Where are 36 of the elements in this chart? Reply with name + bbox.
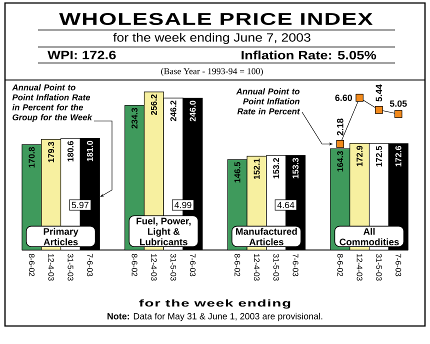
- data-label: 146.5: [234, 162, 240, 182]
- data-label: 2.18: [336, 118, 344, 136]
- annotation: 4.99: [174, 202, 192, 208]
- data-label: 5.05: [390, 100, 407, 107]
- data-label: 164.3: [337, 151, 344, 172]
- data-label: 172.5: [376, 146, 382, 166]
- data-label: 172.9: [356, 146, 363, 166]
- annotation: Annual Point to Point Inflation Rate in Percent for the Group for the Week: [12, 84, 92, 122]
- data-label: 153.3: [292, 158, 299, 178]
- text: WPI: 172.6: [48, 50, 116, 60]
- text: (Base Year - 1993-94 = 100): [161, 68, 263, 76]
- data-label: 246.0: [190, 100, 196, 122]
- data-label: 5.44: [376, 84, 382, 102]
- x-axis-title: for the week ending: [139, 299, 290, 309]
- annotation: All Commodities: [340, 228, 399, 246]
- text: Note: Data for May 31 & June 1, 2003 are provisional.: [108, 312, 322, 322]
- data-label: 179.3: [48, 142, 54, 162]
- annotation: Primary Articles: [44, 228, 78, 246]
- chart-title: WHOLESALE PRICE INDEX: [59, 13, 373, 25]
- data-label: 152.1: [254, 158, 260, 179]
- data-label: 234.3: [132, 108, 138, 129]
- data-label: 6.60: [335, 94, 352, 101]
- data-label: 181.0: [86, 140, 93, 162]
- chart-subtitle: for the week ending June 7, 2003: [113, 32, 310, 44]
- data-label: 246.2: [170, 100, 176, 122]
- data-label: 180.6: [68, 141, 74, 162]
- data-label: 256.2: [150, 94, 157, 115]
- text: Inflation Rate: 5.05%: [242, 50, 376, 60]
- annotation: 5.97: [72, 202, 88, 208]
- data-label: 153.2: [273, 158, 280, 178]
- annotation: Annual Point to Point Inflation Rate in Percent: [236, 88, 300, 114]
- data-label: 170.8: [28, 147, 35, 168]
- annotation: 4.64: [277, 202, 294, 208]
- annotation: Manufactured Articles: [236, 228, 297, 246]
- data-label: 172.6: [395, 146, 402, 166]
- annotation: Fuel, Power, Light & Lubricants: [136, 217, 191, 246]
